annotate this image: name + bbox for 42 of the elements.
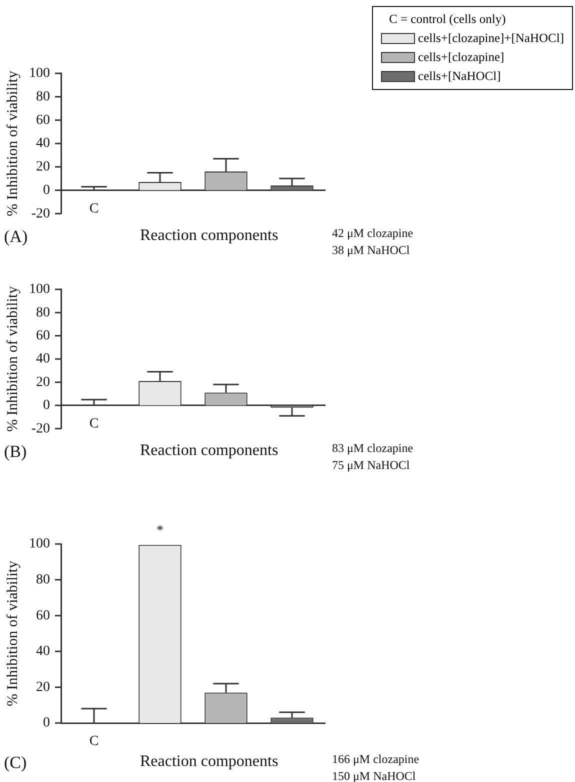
x-axis-title: Reaction components [140, 227, 278, 245]
x-tick-label: C [89, 201, 99, 216]
y-tick-label: 40 [36, 136, 50, 152]
x-tick-label: C [89, 734, 99, 750]
y-tick-label: 20 [36, 374, 50, 390]
y-tick-label: 20 [36, 160, 50, 175]
y-axis-title: % Inhibition of viability [4, 560, 21, 706]
y-tick-label: 0 [43, 182, 50, 198]
y-tick-label: 0 [43, 398, 50, 414]
y-axis-title: % Inhibition of viability [4, 286, 21, 432]
legend-label: cells+[clozapine]+[NaHOCl] [418, 31, 564, 46]
x-axis-title: Reaction components [140, 753, 278, 771]
y-tick-label: 100 [29, 536, 50, 552]
y-tick-label: -20 [31, 421, 50, 436]
y-tick-label: 60 [36, 328, 50, 344]
x-axis-title: Reaction components [140, 442, 278, 460]
text: 83 μM clozapine [332, 440, 414, 457]
y-axis-title: % Inhibition of viability [4, 70, 21, 216]
y-tick-label: -20 [31, 206, 50, 222]
y-tick-label: 60 [36, 112, 50, 128]
y-tick-label: 40 [36, 352, 50, 367]
y-tick-label: 40 [36, 644, 50, 660]
y-tick-label: 80 [36, 305, 50, 320]
y-tick-label: 100 [29, 282, 50, 298]
text: 75 μM NaHOCl [332, 457, 411, 474]
y-tick-label: 100 [29, 66, 50, 82]
text: 42 μM clozapine [332, 225, 414, 242]
legend-title: C = control (cells only) [388, 11, 506, 28]
legend-label: cells+[NaHOCl] [418, 69, 501, 84]
text: (B) [4, 442, 27, 462]
y-tick-label: 80 [36, 572, 50, 588]
text: (C) [4, 753, 27, 773]
y-tick-label: 80 [36, 89, 50, 104]
y-tick-label: 0 [43, 716, 50, 731]
y-tick-label: 20 [36, 680, 50, 695]
text: 38 μM NaHOCl [332, 242, 411, 259]
text: 166 μM clozapine [332, 751, 420, 768]
annotation: * [156, 524, 164, 539]
y-tick-label: 60 [36, 608, 50, 624]
legend-label: cells+[clozapine] [418, 50, 504, 65]
x-tick-label: C [89, 416, 99, 432]
text: (A) [4, 227, 28, 247]
